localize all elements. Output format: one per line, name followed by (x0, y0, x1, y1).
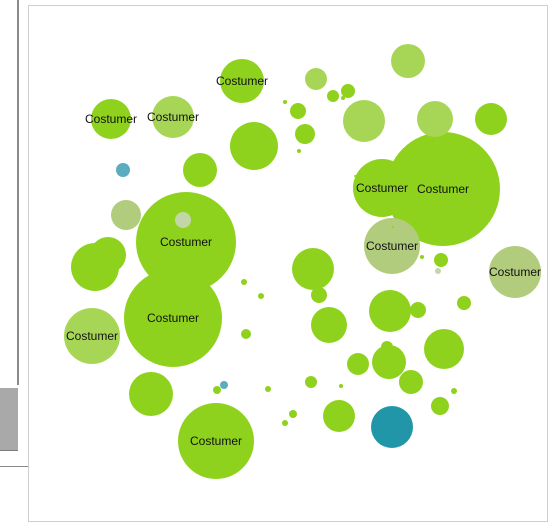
bubble-52[interactable] (213, 386, 221, 394)
bubble-58[interactable] (399, 379, 403, 383)
bubble-label-8: Costumer (216, 74, 268, 88)
bubble-20[interactable] (417, 101, 453, 137)
bubble-67[interactable] (366, 246, 368, 248)
bubble-15[interactable] (175, 212, 191, 228)
bubble-50[interactable] (240, 423, 248, 431)
bubble-31[interactable] (372, 345, 406, 379)
bubble-56[interactable] (282, 420, 288, 426)
bubble-9[interactable] (152, 96, 194, 138)
bubble-label-1: Costumer (160, 235, 212, 249)
bubble-21[interactable] (323, 400, 355, 432)
left-panel-rule (17, 0, 19, 385)
bubble-54[interactable] (258, 293, 264, 299)
bubble-63[interactable] (341, 96, 345, 100)
bubble-label-2: Costumer (147, 311, 199, 325)
bubble-13[interactable] (220, 381, 228, 389)
side-tab[interactable] (0, 388, 18, 450)
bubble-26[interactable] (292, 248, 334, 290)
bubble-36[interactable] (431, 397, 449, 415)
bubble-label-7: Costumer (366, 239, 418, 253)
bubble-chart: Costumer Costumer Costumer Costumer Costumer… (64, 44, 541, 479)
bubble-25[interactable] (369, 290, 411, 332)
bubble-18[interactable] (391, 44, 425, 78)
bubble-5[interactable] (353, 159, 411, 217)
bubble-1[interactable] (136, 192, 236, 292)
bubble-7[interactable] (364, 218, 420, 274)
bubble-49[interactable] (289, 410, 297, 418)
bubble-17[interactable] (343, 100, 385, 142)
bubble-28[interactable] (90, 237, 126, 273)
bubble-41[interactable] (457, 296, 471, 310)
bubble-53[interactable] (451, 388, 457, 394)
bubble-60[interactable] (339, 384, 343, 388)
bubble-label-0: Costumer (417, 182, 469, 196)
bubble-0[interactable] (386, 132, 500, 246)
chart-frame: Costumer Costumer Costumer Costumer Costumer… (28, 5, 548, 522)
bubble-label-10: Costumer (85, 112, 137, 126)
bubble-57[interactable] (265, 386, 271, 392)
bubble-2[interactable] (124, 269, 222, 367)
bubble-40[interactable] (341, 84, 355, 98)
bubble-35[interactable] (295, 124, 315, 144)
bubble-29[interactable] (311, 307, 347, 343)
bubble-10[interactable] (91, 99, 131, 139)
bubble-64[interactable] (383, 188, 387, 192)
bubble-3[interactable] (178, 403, 254, 479)
bubble-62[interactable] (420, 255, 424, 259)
bubble-37[interactable] (311, 287, 327, 303)
bubble-32[interactable] (475, 103, 507, 135)
bubble-12[interactable] (371, 406, 413, 448)
bubble-66[interactable] (318, 253, 320, 255)
bubble-8[interactable] (220, 59, 264, 103)
bubble-label-5: Costumer (356, 181, 408, 195)
bubble-55[interactable] (241, 279, 247, 285)
bubble-30[interactable] (183, 153, 217, 187)
bubble-19[interactable] (305, 68, 327, 90)
bubble-14[interactable] (111, 200, 141, 230)
bubble-16[interactable] (435, 268, 441, 274)
bubble-11[interactable] (116, 163, 130, 177)
bubble-34[interactable] (347, 353, 369, 375)
bubble-24[interactable] (129, 372, 173, 416)
bubble-27[interactable] (424, 329, 464, 369)
bubble-33[interactable] (399, 370, 423, 394)
bubble-label-4: Costumer (489, 265, 541, 279)
bubble-69[interactable] (399, 367, 401, 369)
bubble-59[interactable] (297, 149, 301, 153)
bubble-label-9: Costumer (147, 110, 199, 124)
bubble-44[interactable] (381, 341, 393, 353)
bubble-68[interactable] (392, 226, 394, 228)
bubble-47[interactable] (241, 329, 251, 339)
bubble-48[interactable] (392, 188, 400, 196)
bubble-4[interactable] (489, 246, 541, 298)
bubble-51[interactable] (255, 135, 263, 143)
bubble-42[interactable] (434, 253, 448, 267)
bubble-43[interactable] (305, 376, 317, 388)
bubble-65[interactable] (354, 175, 356, 177)
bubble-38[interactable] (410, 302, 426, 318)
bubble-39[interactable] (290, 103, 306, 119)
bubble-61[interactable] (283, 100, 287, 104)
bubble-45[interactable] (327, 90, 339, 102)
side-tab-edge (0, 450, 18, 451)
bubble-label-6: Costumer (66, 329, 118, 343)
bubble-label-3: Costumer (190, 434, 242, 448)
bubble-22[interactable] (230, 122, 278, 170)
side-divider (0, 466, 28, 467)
bubble-46[interactable] (212, 268, 222, 278)
bubble-6[interactable] (64, 308, 120, 364)
